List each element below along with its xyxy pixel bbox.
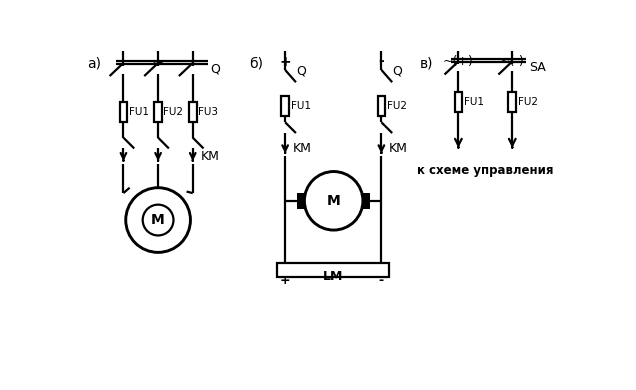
Bar <box>298 193 305 209</box>
Text: а): а) <box>87 56 101 70</box>
Text: FU2: FU2 <box>387 101 407 111</box>
Text: Q: Q <box>211 63 220 76</box>
Bar <box>363 193 370 209</box>
Text: +: + <box>279 55 291 69</box>
Bar <box>281 96 289 116</box>
Bar <box>277 263 389 277</box>
Text: KM: KM <box>200 150 219 163</box>
Text: -: - <box>379 274 384 287</box>
Text: FU2: FU2 <box>518 97 537 107</box>
Bar <box>455 92 462 112</box>
Text: FU1: FU1 <box>291 101 310 111</box>
Text: KM: KM <box>389 142 408 155</box>
Bar <box>378 96 385 116</box>
Text: +: + <box>280 274 291 287</box>
Text: M: M <box>327 194 340 208</box>
Text: к схеме управления: к схеме управления <box>417 164 553 177</box>
Text: M: M <box>151 213 165 227</box>
Bar <box>189 102 197 122</box>
Text: Q: Q <box>392 64 402 77</box>
Text: ~(-): ~(-) <box>500 55 525 67</box>
Text: KM: KM <box>293 142 312 155</box>
Text: б): б) <box>249 56 263 70</box>
Text: в): в) <box>420 56 433 70</box>
Text: LM: LM <box>323 270 343 283</box>
Text: FU1: FU1 <box>464 97 484 107</box>
Text: FU3: FU3 <box>198 107 218 117</box>
Bar <box>120 102 127 122</box>
Text: Q: Q <box>296 64 306 77</box>
Text: FU2: FU2 <box>163 107 183 117</box>
Text: -: - <box>378 55 384 69</box>
Text: SA: SA <box>529 61 546 74</box>
Text: ~: ~ <box>152 55 165 69</box>
Bar <box>508 92 516 112</box>
Text: ~(+): ~(+) <box>443 55 474 67</box>
Bar <box>155 102 162 122</box>
Text: FU1: FU1 <box>129 107 149 117</box>
